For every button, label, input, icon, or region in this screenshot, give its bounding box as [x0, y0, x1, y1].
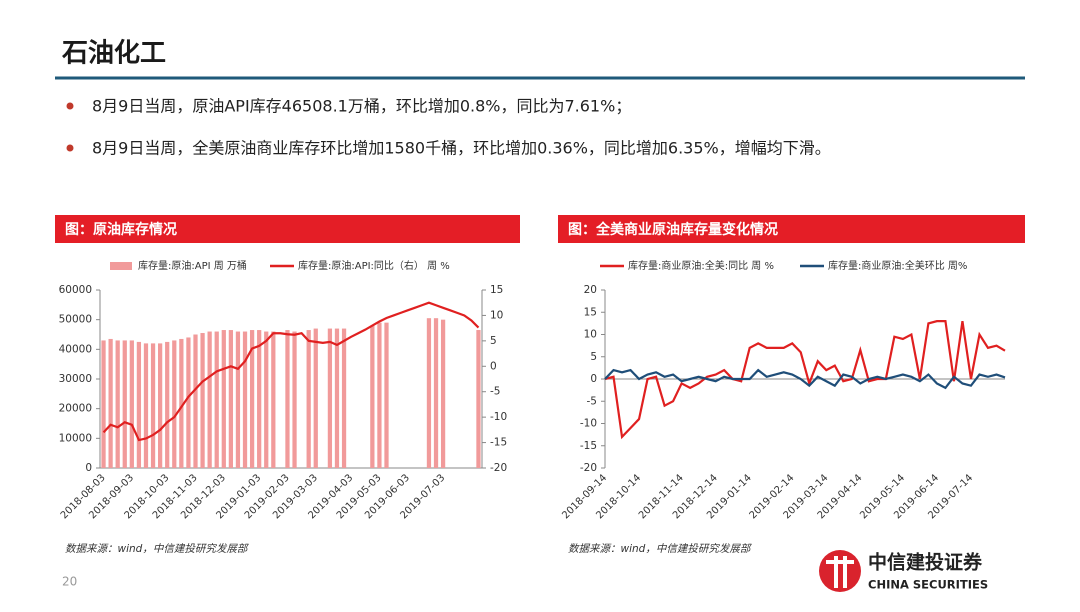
- y-tick-label: 60000: [59, 284, 92, 296]
- bar: [165, 341, 170, 468]
- y2-tick-label: 5: [490, 335, 497, 347]
- logo: 中信建投证券 CHINA SECURITIES: [819, 550, 988, 592]
- legend-label: 库存量:商业原油:全美:同比 周 %: [628, 259, 774, 272]
- bar: [313, 328, 318, 468]
- bar: [306, 330, 311, 468]
- bar: [334, 328, 340, 468]
- bar: [341, 328, 347, 468]
- bullet-dot: [66, 144, 74, 152]
- y-tick-label: -10: [580, 418, 597, 430]
- bar: [235, 331, 241, 468]
- y-tick-label: 0: [590, 373, 597, 385]
- bar: [158, 343, 163, 468]
- y2-tick-label: 15: [490, 284, 503, 296]
- y2-tick-label: -10: [490, 411, 507, 423]
- chart-title-bar: [55, 215, 520, 243]
- y-tick-label: 20000: [59, 403, 92, 415]
- bar: [172, 340, 177, 468]
- y-tick-label: 5: [590, 351, 597, 363]
- logo-mark: [826, 560, 854, 564]
- chart-source: 数据来源：wind，中信建投研究发展部: [65, 543, 249, 555]
- legend-swatch: [110, 262, 132, 270]
- series-line: [604, 368, 1006, 390]
- bar: [115, 340, 120, 468]
- bar: [221, 330, 226, 468]
- bar: [101, 340, 106, 468]
- bullet-text: 8月9日当周，全美原油商业库存环比增加1580千桶，环比增加0.36%，同比增加…: [92, 139, 831, 158]
- logo-mark: [843, 556, 847, 588]
- y-tick-label: 50000: [59, 314, 92, 326]
- y2-tick-label: -20: [490, 462, 507, 474]
- slide-title: 石油化工: [61, 39, 166, 69]
- y2-tick-label: -5: [490, 386, 500, 398]
- bar: [214, 331, 219, 468]
- bar: [476, 330, 481, 468]
- bar: [242, 331, 248, 468]
- legend-label: 库存量:商业原油:全美环比 周%: [828, 259, 967, 272]
- bar: [129, 340, 134, 468]
- y-tick-label: -20: [580, 462, 597, 474]
- bar: [285, 330, 290, 468]
- y-tick-label: 15: [584, 306, 597, 318]
- y-tick-label: 0: [85, 462, 92, 474]
- logo-text: CHINA SECURITIES: [868, 578, 988, 592]
- y2-tick-label: 10: [490, 309, 503, 321]
- y-tick-label: 10000: [59, 432, 92, 444]
- y-tick-label: 40000: [59, 343, 92, 355]
- y-tick-label: -5: [587, 395, 597, 407]
- bar: [292, 331, 297, 468]
- bar: [150, 343, 156, 468]
- bar: [271, 331, 276, 468]
- page-number: 20: [62, 575, 77, 589]
- bar: [249, 330, 255, 468]
- series-line: [604, 320, 1006, 440]
- bar: [257, 330, 262, 468]
- bar: [327, 328, 333, 468]
- bar: [122, 340, 127, 468]
- y-tick-label: -15: [580, 440, 597, 452]
- logo-text: 中信建投证券: [868, 551, 983, 574]
- chart-title: 图：原油库存情况: [65, 221, 177, 238]
- bar: [108, 338, 113, 468]
- y-tick-label: 30000: [59, 373, 92, 385]
- legend-label: 库存量:原油:API 周 万桶: [138, 259, 247, 272]
- bar: [384, 322, 389, 468]
- bar: [433, 318, 439, 468]
- y-tick-label: 20: [584, 284, 597, 296]
- bar: [440, 319, 446, 468]
- series-line: [102, 301, 480, 442]
- bar: [193, 334, 198, 468]
- logo-mark: [834, 556, 838, 588]
- bar: [426, 318, 432, 468]
- logo-mark: [819, 550, 861, 592]
- bullet-dot: [66, 102, 74, 110]
- bar: [207, 331, 212, 468]
- bar: [179, 338, 184, 468]
- y2-tick-label: -15: [490, 437, 507, 449]
- chart-source: 数据来源：wind，中信建投研究发展部: [568, 543, 752, 555]
- y-tick-label: 10: [584, 329, 597, 341]
- bar: [143, 343, 149, 468]
- y2-tick-label: 0: [490, 360, 497, 372]
- bar: [228, 330, 233, 468]
- bar: [370, 325, 375, 468]
- bar: [264, 331, 269, 468]
- bar: [136, 341, 142, 468]
- bar: [377, 322, 382, 468]
- bar: [186, 337, 191, 468]
- bullet-text: 8月9日当周，原油API库存46508.1万桶，环比增加0.8%，同比为7.61…: [92, 97, 631, 116]
- legend-label: 库存量:原油:API:同比（右） 周 %: [298, 259, 450, 272]
- chart-title-bar: [558, 215, 1025, 243]
- bar: [200, 333, 205, 468]
- chart-title: 图：全美商业原油库存量变化情况: [568, 221, 778, 238]
